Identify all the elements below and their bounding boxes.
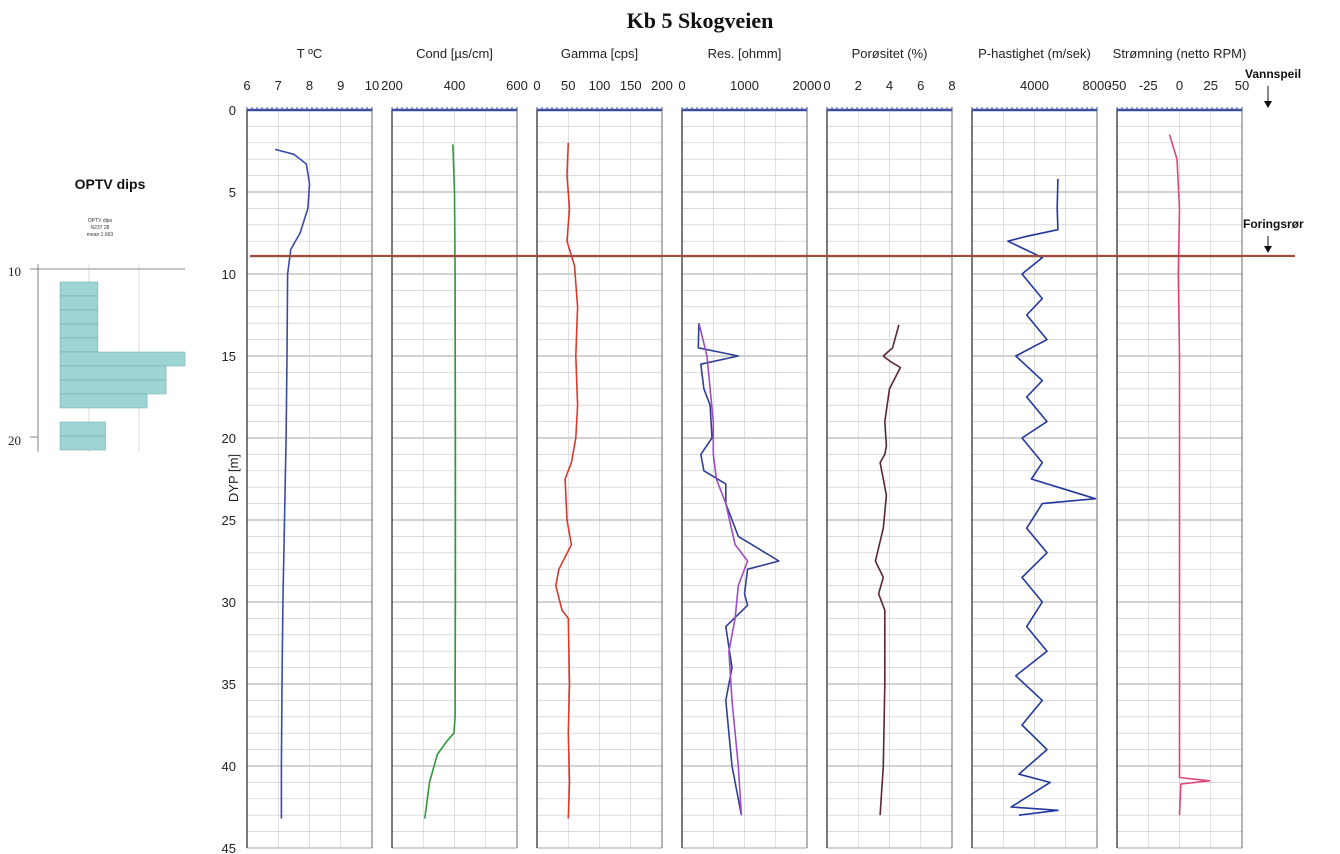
- foringsror-label: Foringsrør: [1243, 217, 1304, 231]
- optv-small-sub1: N237 28: [91, 225, 110, 231]
- x-tick-label: 25: [1204, 78, 1218, 93]
- vannspeil-arrow-head: [1264, 101, 1272, 108]
- x-tick-label: 0: [823, 78, 830, 93]
- series-line: [874, 324, 902, 816]
- y-tick-label: 35: [222, 677, 236, 692]
- inset-bar: [59, 309, 99, 325]
- panel-label: T ºC: [297, 46, 322, 61]
- foringsror-annotation: Foringsrør: [1243, 217, 1304, 253]
- x-tick-label: 2: [855, 78, 862, 93]
- x-tick-label: 6: [917, 78, 924, 93]
- y-tick-label: 25: [222, 513, 236, 528]
- series-line: [1168, 134, 1211, 816]
- x-tick-label: 600: [506, 78, 528, 93]
- y-tick-label: 20: [222, 431, 236, 446]
- x-tick-label: 200: [381, 78, 403, 93]
- x-tick-label: 50: [1235, 78, 1249, 93]
- x-tick-label: 8: [306, 78, 313, 93]
- inset-bar: [59, 379, 167, 395]
- y-tick-label: 10: [222, 267, 236, 282]
- optv-inset-title: OPTV dips: [75, 176, 146, 192]
- series-line: [554, 142, 579, 819]
- x-tick-label: 7: [275, 78, 282, 93]
- optv-small-title: OPTV dips: [88, 218, 113, 224]
- x-tick-label: 4: [886, 78, 893, 93]
- x-tick-label: 6: [243, 78, 250, 93]
- panel-label: Strømning (netto RPM): [1113, 46, 1247, 61]
- x-tick-label: -25: [1139, 78, 1158, 93]
- x-tick-label: 150: [620, 78, 642, 93]
- optv-inset-bars: [59, 281, 186, 451]
- inset-bar: [59, 281, 99, 297]
- x-tick-label: 8000: [1083, 78, 1112, 93]
- panel-str-mning-netto-rpm: Strømning (netto RPM) -50 -25 0 25 50: [1108, 46, 1249, 849]
- optv-inset: OPTV dips OPTV dips N237 28 mean 1.663 1…: [8, 176, 186, 452]
- y-axis-ticks: 0 5 10 15 20 25 30 35 40 45: [222, 103, 236, 854]
- inset-bar: [59, 337, 99, 353]
- panel-label: Gamma [cps]: [561, 46, 638, 61]
- panel-label: P-hastighet (m/sek): [978, 46, 1091, 61]
- x-tick-label: -50: [1108, 78, 1127, 93]
- optv-small-sub2: mean 1.663: [87, 232, 114, 238]
- panel-p-hastighet-m-sek: P-hastighet (m/sek) 4000 8000: [971, 46, 1112, 849]
- panel-label: Cond [µs/cm]: [416, 46, 493, 61]
- vannspeil-label: Vannspeil: [1245, 67, 1301, 81]
- panel-label: Res. [ohmm]: [708, 46, 782, 61]
- x-tick-label: 0: [1176, 78, 1183, 93]
- inset-bar: [59, 365, 167, 381]
- y-axis-label: DYP [m]: [226, 454, 241, 502]
- x-tick-label: 8: [948, 78, 955, 93]
- panel-gamma-cps: Gamma [cps] 0 50 100 150 200: [533, 46, 673, 849]
- inset-bar: [59, 421, 106, 437]
- y-tick-label: 45: [222, 841, 236, 854]
- x-tick-label: 2000: [793, 78, 822, 93]
- inset-bar: [59, 393, 148, 409]
- inset-bar: [59, 295, 99, 311]
- figure-title: Kb 5 Skogveien: [627, 8, 774, 33]
- optv-tick-10: 10: [8, 264, 21, 279]
- x-tick-label: 50: [561, 78, 575, 93]
- y-tick-label: 40: [222, 759, 236, 774]
- inset-bar: [59, 323, 99, 339]
- x-tick-label: 1000: [730, 78, 759, 93]
- optv-tick-20: 20: [8, 433, 21, 448]
- inset-bar: [59, 435, 106, 451]
- x-tick-label: 100: [589, 78, 611, 93]
- panel-por-sitet: Porøsitet (%) 0 2 4 6 8: [823, 46, 956, 849]
- series-line: [274, 148, 311, 819]
- x-tick-label: 200: [651, 78, 673, 93]
- panel-label: Porøsitet (%): [852, 46, 928, 61]
- x-tick-label: 0: [678, 78, 685, 93]
- inset-bar: [59, 351, 186, 367]
- y-tick-label: 0: [229, 103, 236, 118]
- x-tick-label: 400: [444, 78, 466, 93]
- series-line: [1007, 178, 1097, 816]
- series-line: [424, 144, 457, 819]
- x-tick-label: 0: [533, 78, 540, 93]
- panel-cond-s-cm: Cond [µs/cm] 200 400 600: [381, 46, 528, 849]
- foringsror-arrow-head: [1264, 246, 1272, 253]
- x-tick-label: 10: [365, 78, 379, 93]
- y-tick-label: 30: [222, 595, 236, 610]
- panel-res-ohmm: Res. [ohmm] 0 1000 2000: [678, 46, 822, 849]
- x-tick-label: 4000: [1020, 78, 1049, 93]
- series-line: [698, 323, 749, 816]
- y-tick-label: 5: [229, 185, 236, 200]
- vannspeil-annotation: Vannspeil: [1245, 67, 1301, 108]
- panel-t-c: T ºC 6 7 8 9 10: [243, 46, 379, 849]
- x-tick-label: 9: [337, 78, 344, 93]
- y-tick-label: 15: [222, 349, 236, 364]
